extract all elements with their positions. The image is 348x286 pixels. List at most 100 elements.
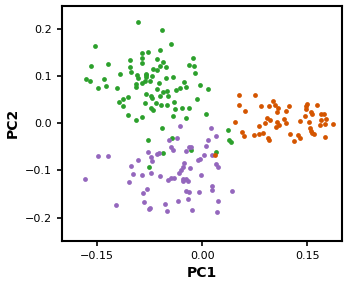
Point bbox=[116, 99, 122, 104]
Point bbox=[95, 86, 101, 90]
Point bbox=[307, 126, 313, 130]
Point bbox=[170, 147, 176, 152]
Point bbox=[304, 102, 310, 107]
Point bbox=[317, 123, 323, 127]
Point bbox=[183, 188, 188, 193]
Point bbox=[188, 148, 194, 152]
Point bbox=[309, 110, 314, 114]
Point bbox=[173, 107, 178, 111]
Point bbox=[209, 188, 214, 193]
Point bbox=[147, 79, 152, 83]
Point bbox=[148, 94, 153, 98]
Point bbox=[150, 95, 155, 100]
Point bbox=[147, 206, 153, 211]
Point bbox=[311, 131, 316, 136]
Point bbox=[267, 138, 272, 142]
Point bbox=[160, 59, 166, 64]
Point bbox=[128, 58, 133, 63]
Point bbox=[263, 121, 268, 125]
Point bbox=[309, 131, 315, 136]
Point bbox=[145, 137, 150, 142]
Point bbox=[164, 89, 169, 93]
Point bbox=[281, 117, 287, 121]
Point bbox=[181, 176, 186, 181]
Point bbox=[314, 103, 319, 108]
Point bbox=[143, 74, 149, 79]
Point bbox=[188, 145, 193, 150]
Point bbox=[274, 110, 279, 115]
Point bbox=[173, 88, 179, 92]
Point bbox=[170, 75, 175, 80]
Point bbox=[215, 165, 221, 170]
Point bbox=[215, 199, 221, 203]
Point bbox=[168, 175, 174, 180]
Point bbox=[146, 49, 151, 54]
Point bbox=[283, 108, 289, 113]
Point bbox=[310, 112, 315, 116]
Point bbox=[297, 136, 303, 141]
Point bbox=[147, 207, 152, 211]
Point bbox=[307, 120, 312, 125]
Point bbox=[185, 179, 191, 184]
Point bbox=[203, 111, 209, 116]
Point bbox=[197, 82, 203, 87]
Point bbox=[214, 134, 219, 139]
Point bbox=[135, 158, 141, 162]
Point bbox=[140, 173, 145, 178]
Point bbox=[163, 65, 168, 69]
Point bbox=[144, 186, 150, 191]
Point bbox=[236, 103, 242, 108]
Point bbox=[142, 101, 148, 105]
Point bbox=[239, 130, 245, 134]
Point bbox=[181, 160, 187, 165]
Point bbox=[203, 144, 208, 148]
Point bbox=[209, 183, 215, 188]
Point bbox=[168, 41, 174, 46]
Point bbox=[160, 90, 166, 95]
Point bbox=[105, 62, 111, 66]
Point bbox=[228, 140, 234, 145]
Point bbox=[283, 120, 288, 125]
Point bbox=[82, 177, 87, 181]
Point bbox=[140, 190, 146, 195]
Point bbox=[323, 117, 329, 121]
Point bbox=[212, 153, 218, 158]
Point bbox=[260, 130, 265, 135]
Point bbox=[253, 92, 258, 97]
Point bbox=[139, 55, 144, 60]
Point bbox=[102, 77, 107, 81]
Point bbox=[167, 138, 172, 142]
Point bbox=[295, 133, 301, 137]
Point bbox=[142, 79, 147, 83]
Point bbox=[183, 177, 188, 181]
Point bbox=[143, 72, 149, 76]
Point bbox=[113, 203, 119, 207]
Point bbox=[322, 134, 328, 139]
Point bbox=[232, 120, 238, 124]
Point bbox=[170, 135, 175, 140]
Point bbox=[201, 152, 206, 157]
Point bbox=[133, 118, 139, 122]
Point bbox=[125, 95, 131, 99]
Point bbox=[140, 81, 145, 86]
Point bbox=[148, 106, 154, 111]
Point bbox=[236, 92, 242, 97]
Point bbox=[190, 207, 195, 212]
Y-axis label: PC2: PC2 bbox=[6, 108, 19, 138]
Point bbox=[215, 210, 220, 214]
Point bbox=[277, 123, 282, 128]
Point bbox=[286, 104, 292, 108]
Point bbox=[179, 106, 185, 110]
Point bbox=[183, 115, 189, 120]
Point bbox=[165, 178, 171, 183]
Point bbox=[148, 154, 153, 159]
Point bbox=[241, 134, 247, 138]
Point bbox=[87, 79, 93, 84]
Point bbox=[184, 148, 189, 153]
Point bbox=[158, 94, 163, 98]
Point bbox=[88, 64, 94, 68]
Point bbox=[185, 196, 191, 201]
Point bbox=[135, 76, 141, 80]
Point bbox=[168, 145, 173, 150]
Point bbox=[150, 67, 156, 71]
